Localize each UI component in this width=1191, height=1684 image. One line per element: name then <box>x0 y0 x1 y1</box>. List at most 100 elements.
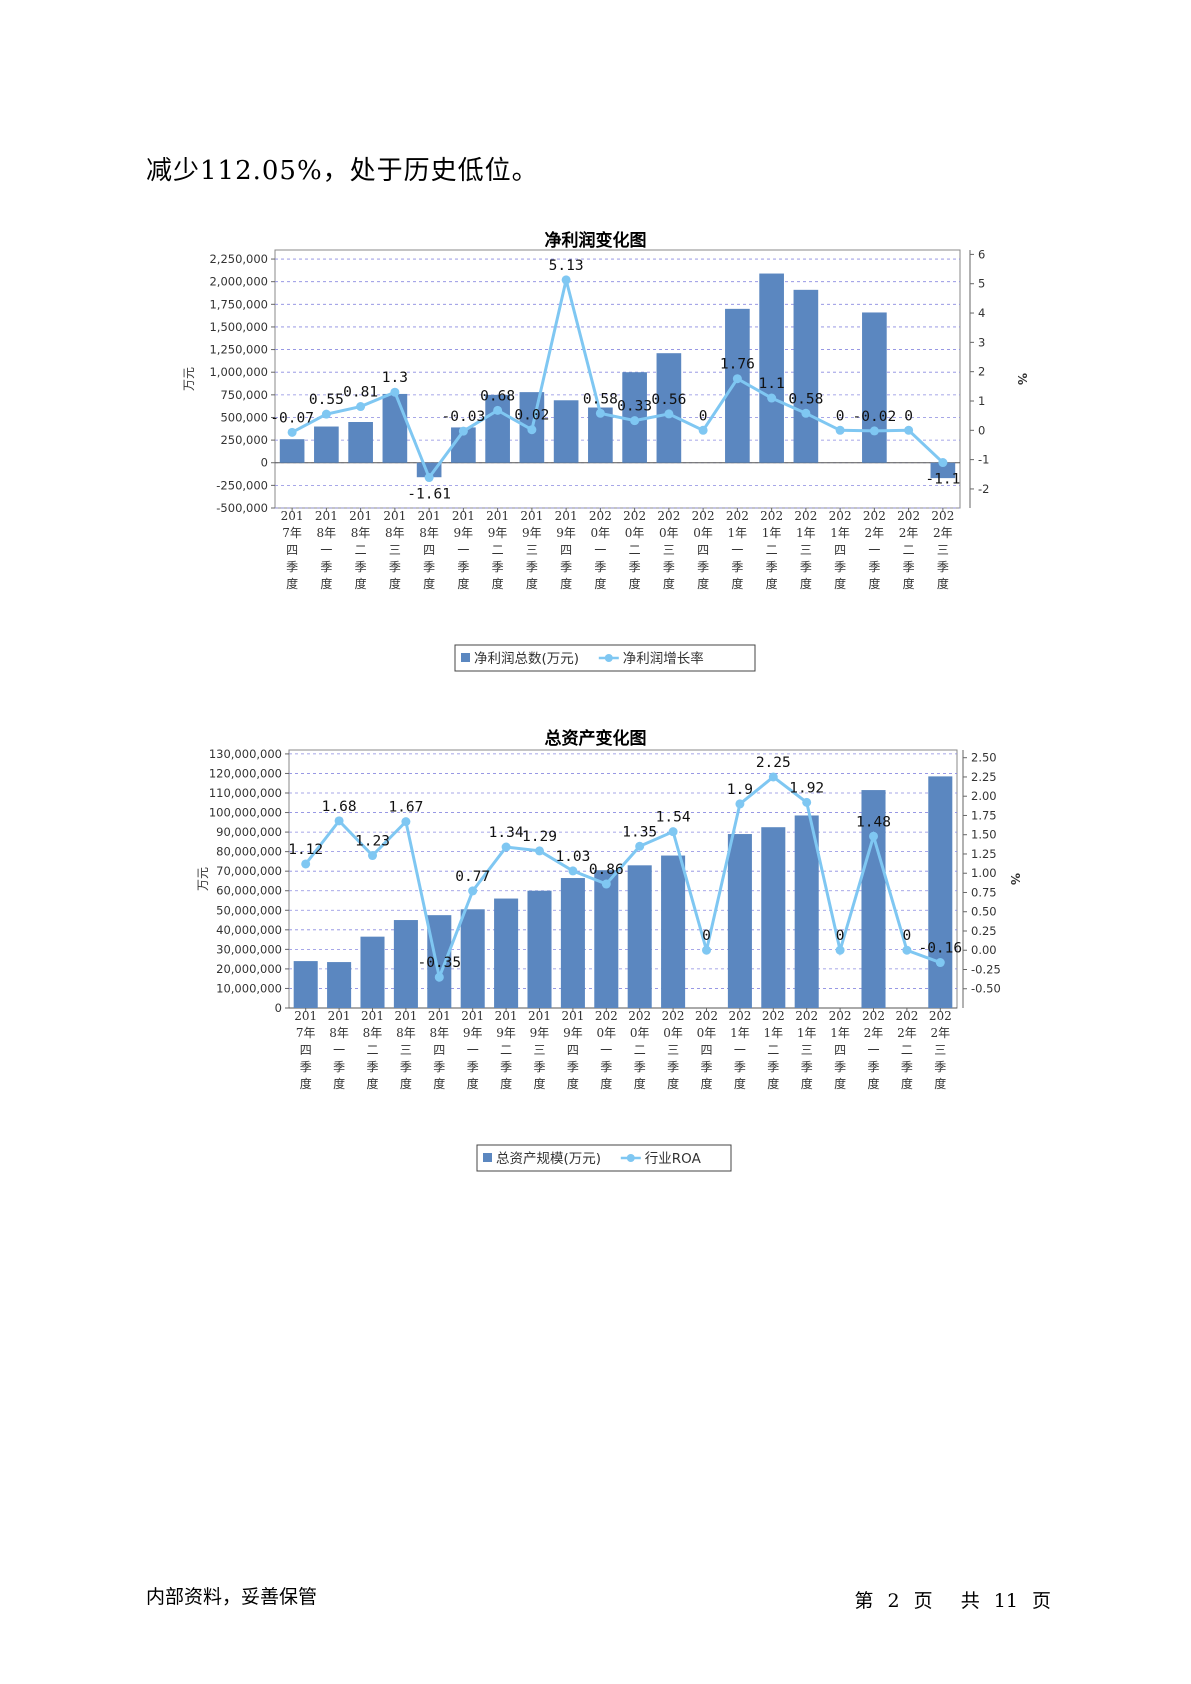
line-point <box>702 945 711 955</box>
x-tick-label: 度 <box>834 576 846 591</box>
x-tick-label: 度 <box>629 576 641 591</box>
line-point <box>835 425 845 435</box>
x-tick-label: 季 <box>366 1060 378 1074</box>
line-point <box>334 816 344 826</box>
bar <box>727 834 752 1008</box>
x-tick-label: 度 <box>300 1076 312 1091</box>
data-label: 0.55 <box>309 392 344 408</box>
x-tick-label: 二 <box>366 1043 378 1057</box>
x-tick-label: 2年 <box>864 1026 884 1040</box>
x-tick-label: 202 <box>628 1009 651 1023</box>
x-tick-label: 度 <box>286 576 298 591</box>
legend-box <box>476 1144 732 1172</box>
x-tick-label: 二 <box>355 543 367 557</box>
line-point <box>768 772 778 782</box>
x-tick-label: 8年 <box>429 1026 449 1040</box>
x-tick-label: 度 <box>697 576 709 591</box>
data-label: 1.3 <box>382 370 408 386</box>
x-tick-label: 一 <box>467 1043 479 1057</box>
x-tick-label: 2年 <box>897 1026 917 1040</box>
x-tick-label: 季 <box>734 1060 746 1074</box>
y-tick-label: 1,750,000 <box>209 297 268 311</box>
y-tick-label: 100,000,000 <box>209 806 282 820</box>
y2-tick-label: 0.75 <box>971 885 997 899</box>
x-tick-label: 四 <box>700 1043 712 1057</box>
y2-tick-label: 2.25 <box>971 770 997 784</box>
line-point <box>835 945 845 955</box>
x-tick-label: 202 <box>794 509 817 523</box>
bar <box>862 312 887 463</box>
bar <box>314 426 339 463</box>
x-tick-label: 2年 <box>930 1026 950 1040</box>
x-tick-label: 季 <box>937 560 949 574</box>
footer-ye2: 页 <box>1031 1590 1051 1612</box>
y-tick-label: 30,000,000 <box>216 942 282 956</box>
y2-axis-label: % <box>1008 873 1022 885</box>
line-point <box>902 945 912 955</box>
x-tick-label: 季 <box>423 560 435 574</box>
x-tick-label: 度 <box>355 576 367 591</box>
x-tick-label: 0年 <box>596 1026 616 1040</box>
x-tick-label: 四 <box>560 543 572 557</box>
y2-tick-label: -0.25 <box>971 962 1001 976</box>
x-tick-label: 202 <box>862 1009 885 1023</box>
x-tick-label: 四 <box>286 543 298 557</box>
body-text: 减少112.05%，处于历史低位。 <box>146 156 539 186</box>
x-tick-label: 三 <box>934 1043 946 1057</box>
y-tick-label: 70,000,000 <box>216 864 282 878</box>
x-tick-label: 度 <box>600 1076 612 1091</box>
x-tick-label: 度 <box>903 576 915 591</box>
data-label: 0 <box>699 408 708 424</box>
data-label: 1.76 <box>720 357 755 373</box>
x-tick-label: 201 <box>561 1009 584 1023</box>
footer-gong: 共 <box>960 1590 980 1612</box>
x-tick-label: 季 <box>286 560 298 574</box>
bar <box>393 920 418 1008</box>
bar <box>794 815 819 1008</box>
bar <box>759 273 784 463</box>
y2-tick-label: 4 <box>978 306 985 320</box>
line-point <box>368 851 377 861</box>
footer-total-pages: 11 <box>993 1590 1018 1612</box>
x-tick-label: 0年 <box>693 526 713 540</box>
line-point <box>869 831 878 841</box>
y-tick-label: 40,000,000 <box>216 923 282 937</box>
line-point <box>698 425 708 435</box>
x-tick-label: 201 <box>281 509 304 523</box>
x-tick-label: 季 <box>801 1060 813 1074</box>
x-tick-label: 0年 <box>663 1026 683 1040</box>
y-tick-label: 80,000,000 <box>216 845 282 859</box>
x-tick-label: 一 <box>320 543 332 557</box>
bar <box>327 962 352 1008</box>
line-point <box>732 374 742 384</box>
y2-tick-label: 3 <box>978 335 985 349</box>
x-tick-label: 1年 <box>796 526 816 540</box>
line-point <box>301 859 311 869</box>
x-tick-label: 度 <box>389 576 401 591</box>
line-point <box>801 408 811 418</box>
y2-tick-label: -1 <box>978 453 989 467</box>
x-tick-label: 季 <box>868 560 880 574</box>
y-tick-label: 250,000 <box>220 433 268 447</box>
x-tick-label: 度 <box>800 576 812 591</box>
line-point <box>401 817 411 827</box>
x-tick-label: 0年 <box>659 526 679 540</box>
bar <box>279 439 305 463</box>
x-tick-label: 201 <box>294 1009 317 1023</box>
x-tick-label: 201 <box>555 509 578 523</box>
data-label: 0.58 <box>583 391 618 407</box>
x-tick-label: 季 <box>560 560 572 574</box>
x-tick-label: 9年 <box>563 1026 583 1040</box>
x-tick-label: 度 <box>663 576 675 591</box>
y-tick-label: 1,250,000 <box>209 343 268 357</box>
x-tick-label: 季 <box>903 560 915 574</box>
data-label: 1.48 <box>856 814 891 830</box>
footer-page-number: 第 2 页 共 11 页 <box>854 1586 1051 1613</box>
y-tick-label: 20,000,000 <box>216 962 282 976</box>
x-tick-label: 201 <box>452 509 475 523</box>
x-tick-label: 二 <box>903 543 915 557</box>
x-tick-label: 一 <box>868 543 880 557</box>
x-tick-label: 三 <box>801 1043 813 1057</box>
x-tick-label: 201 <box>495 1009 518 1023</box>
bar <box>293 961 318 1008</box>
